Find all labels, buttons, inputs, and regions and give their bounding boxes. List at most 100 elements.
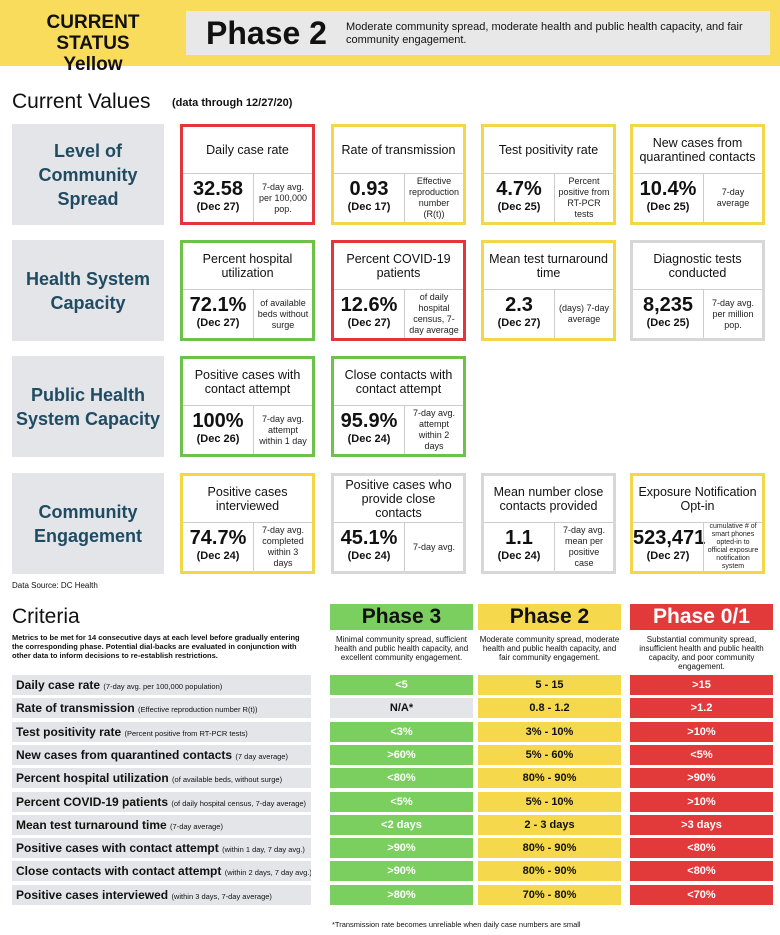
metric-title: Mean number close contacts provided xyxy=(493,485,604,513)
phase-3-header: Phase 3 xyxy=(330,604,473,630)
criteria-cell-p1: >10% xyxy=(630,792,773,812)
criteria-metric-note: (within 2 days, 7 day avg.) xyxy=(224,868,311,877)
metric-card: Percent hospital utilization 72.1% (Dec 27… xyxy=(180,240,315,341)
metric-value: 0.93 xyxy=(349,178,389,200)
criteria-cell-p3: >90% xyxy=(330,838,473,858)
metric-date: (Dec 24) xyxy=(347,550,391,562)
current-phase: Phase 2 xyxy=(206,15,327,51)
metric-value: 95.9% xyxy=(340,410,398,432)
criteria-cell-p1: <80% xyxy=(630,838,773,858)
metric-note: 7-day avg. per 100,000 pop. xyxy=(253,173,312,222)
criteria-cell-p2: 5 - 15 xyxy=(478,675,621,695)
row-label-public-health: Public Health System Capacity xyxy=(12,356,164,457)
criteria-metric-name: Daily case rate xyxy=(16,678,101,692)
metric-note: of available beds without surge xyxy=(253,289,312,338)
metric-title: Mean test turnaround time xyxy=(489,252,608,280)
criteria-metric-label: Percent hospital utilization (of availab… xyxy=(12,768,311,788)
metric-value: 523,471 xyxy=(633,527,706,549)
metric-title: New cases from quarantined contacts xyxy=(639,136,756,164)
metric-value-box: 12.6% (Dec 27) xyxy=(334,289,404,338)
metric-value: 10.4% xyxy=(639,178,697,200)
criteria-cell-p1: >3 days xyxy=(630,815,773,835)
current-values-subtitle: (data through 12/27/20) xyxy=(172,97,293,109)
criteria-metric-label: Positive cases interviewed (within 3 day… xyxy=(12,885,311,905)
status-header: CURRENT STATUS Yellow Phase 2 Moderate c… xyxy=(0,0,780,75)
metric-date: (Dec 24) xyxy=(347,433,391,445)
metric-value: 1.1 xyxy=(505,527,533,549)
metric-value-box: 72.1% (Dec 27) xyxy=(183,289,253,338)
criteria-metric-name: Percent COVID-19 patients xyxy=(16,795,169,809)
metric-value-box: 10.4% (Dec 25) xyxy=(633,173,703,222)
criteria-cell-p2: 80% - 90% xyxy=(478,768,621,788)
criteria-cell-p2: 0.8 - 1.2 xyxy=(478,698,621,718)
metric-title: Positive cases with contact attempt xyxy=(194,368,301,396)
metric-note: cumulative # of smart phones opted-in to… xyxy=(703,522,762,571)
phase-2-header: Phase 2 xyxy=(478,604,621,630)
criteria-metric-label: Positive cases with contact attempt (wit… xyxy=(12,838,311,858)
metric-card: Test positivity rate 4.7% (Dec 25) Percent … xyxy=(481,124,616,225)
criteria-cell-p2: 2 - 3 days xyxy=(478,815,621,835)
metric-date: (Dec 24) xyxy=(497,550,541,562)
criteria-metric-note: (Percent positive from RT-PCR tests) xyxy=(124,729,248,738)
metric-value-box: 8,235 (Dec 25) xyxy=(633,289,703,338)
metric-date: (Dec 25) xyxy=(646,317,690,329)
metric-date: (Dec 27) xyxy=(497,317,541,329)
metric-card: Positive cases who provide close contact… xyxy=(331,473,466,574)
metric-card: Percent COVID-19 patients 12.6% (Dec 27) of… xyxy=(331,240,466,341)
metric-title: Test positivity rate xyxy=(498,143,599,157)
metric-note: 7-day average xyxy=(703,173,762,222)
criteria-metric-note: (7-day average) xyxy=(170,822,223,831)
row-label-health-system: Health System Capacity xyxy=(12,240,164,341)
metric-title: Exposure Notification Opt-in xyxy=(638,485,757,513)
metric-value: 32.58 xyxy=(192,178,244,200)
criteria-metric-label: Percent COVID-19 patients (of daily hosp… xyxy=(12,792,311,812)
metric-note: 7-day avg. attempt within 1 day xyxy=(253,405,312,454)
criteria-title: Criteria xyxy=(12,605,80,628)
metric-value-box: 1.1 (Dec 24) xyxy=(484,522,554,571)
metric-card: Rate of transmission 0.93 (Dec 17) Effectiv… xyxy=(331,124,466,225)
metric-date: (Dec 27) xyxy=(196,317,240,329)
metric-title: Close contacts with contact attempt xyxy=(344,368,453,396)
criteria-metric-name: Positive cases interviewed xyxy=(16,888,169,902)
criteria-cell-p1: >90% xyxy=(630,768,773,788)
criteria-description: Metrics to be met for 14 consecutive day… xyxy=(12,633,300,660)
metric-value-box: 523,471 (Dec 27) xyxy=(633,522,706,571)
metric-card: Daily case rate 32.58 (Dec 27) 7-day avg. p… xyxy=(180,124,315,225)
metric-title: Percent COVID-19 patients xyxy=(346,252,451,280)
status-label: CURRENT STATUS xyxy=(46,12,140,54)
metric-card: New cases from quarantined contacts 10.4%… xyxy=(630,124,765,225)
metric-value-box: 45.1% (Dec 24) xyxy=(334,522,404,571)
metric-note: 7-day avg. xyxy=(404,522,463,571)
metric-value-box: 100% (Dec 26) xyxy=(183,405,253,454)
metric-value-box: 74.7% (Dec 24) xyxy=(183,522,253,571)
metric-date: (Dec 27) xyxy=(196,201,240,213)
criteria-metric-label: Test positivity rate (Percent positive f… xyxy=(12,722,311,742)
criteria-cell-p3: >80% xyxy=(330,885,473,905)
metric-title: Daily case rate xyxy=(206,143,289,157)
phase-0-1-header: Phase 0/1 xyxy=(630,604,773,630)
criteria-cell-p3: >90% xyxy=(330,861,473,881)
metric-value: 45.1% xyxy=(340,527,398,549)
criteria-cell-p2: 5% - 60% xyxy=(478,745,621,765)
criteria-cell-p2: 5% - 10% xyxy=(478,792,621,812)
metric-value: 8,235 xyxy=(642,294,694,316)
phase-0-1-description: Substantial community spread, insufficie… xyxy=(639,635,764,671)
current-status: CURRENT STATUS Yellow xyxy=(8,12,178,75)
criteria-metric-note: (of daily hospital census, 7-day average… xyxy=(171,799,307,808)
metric-date: (Dec 27) xyxy=(646,550,690,562)
metric-value: 2.3 xyxy=(505,294,533,316)
criteria-metric-name: New cases from quarantined contacts xyxy=(16,748,233,762)
criteria-metric-label: Rate of transmission (Effective reproduc… xyxy=(12,698,311,718)
metric-title: Positive cases who provide close contact… xyxy=(345,478,452,520)
criteria-cell-p1: <5% xyxy=(630,745,773,765)
criteria-metric-name: Rate of transmission xyxy=(16,701,135,715)
metric-value: 100% xyxy=(192,410,244,432)
criteria-cell-p3: <5 xyxy=(330,675,473,695)
criteria-cell-p2: 70% - 80% xyxy=(478,885,621,905)
metric-date: (Dec 24) xyxy=(196,550,240,562)
criteria-cell-p3: >60% xyxy=(330,745,473,765)
criteria-cell-p2: 80% - 90% xyxy=(478,838,621,858)
metric-card: Positive cases interviewed 74.7% (Dec 24) 7… xyxy=(180,473,315,574)
criteria-cell-p1: <70% xyxy=(630,885,773,905)
metric-note: Effective reproduction number (R(t)) xyxy=(404,173,463,222)
